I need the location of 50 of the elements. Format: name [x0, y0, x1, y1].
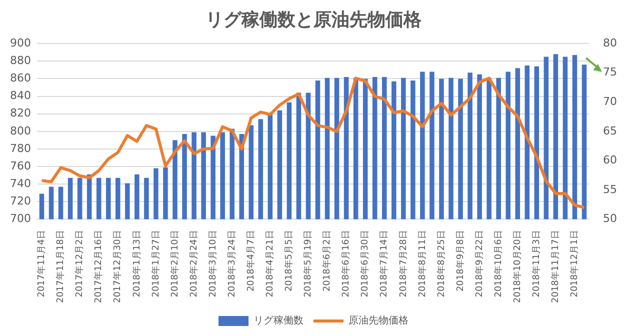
x-tick-label: 2018年1月13日 [131, 230, 142, 298]
x-tick-label: 2018年4月7日 [245, 230, 256, 292]
x-tick-label: 2018年10月20日 [512, 230, 523, 304]
y-tick-label: 840 [10, 89, 31, 102]
y-tick-label: 800 [10, 124, 31, 138]
x-tick-label: 2018年7月14日 [378, 230, 390, 298]
y-tick-label: 880 [10, 54, 31, 68]
y-tick-label: 860 [10, 72, 31, 85]
x-tick-label: 2018年7月28日 [398, 230, 409, 298]
x-tick-label: 2017年12月30日 [112, 230, 124, 304]
x-tick-label: 2017年11月4日 [36, 230, 48, 298]
y-tick-label: 820 [10, 106, 31, 120]
legend-label: リグ稼働数 [254, 314, 304, 327]
x-tick-label: 2018年8月11日 [416, 230, 428, 298]
x-tick-label: 2018年11月3日 [531, 230, 542, 298]
y2-tick-label: 70 [603, 94, 618, 108]
x-tick-label: 2018年9月8日 [454, 230, 466, 292]
x-tick-label: 2018年5月5日 [284, 230, 295, 292]
x-tick-label: 2018年8月25日 [436, 230, 447, 298]
y-tick-label: 740 [10, 176, 31, 190]
y-tick-label: 720 [10, 194, 31, 208]
y2-tick-label: 50 [603, 212, 618, 226]
y2-tick-label: 75 [603, 66, 618, 79]
y2-tick-label: 65 [603, 124, 618, 138]
x-tick-label: 2018年9月22日 [474, 230, 485, 298]
y-tick-label: 900 [10, 36, 31, 50]
y-tick-label: 760 [10, 159, 31, 172]
x-tick-label: 2017年11月18日 [55, 230, 66, 304]
chart-title: リグ稼働数と原油先物価格 [206, 9, 422, 30]
legend-label: 原油先物価格 [348, 314, 408, 327]
x-tick-label: 2018年6月16日 [340, 230, 352, 298]
y2-tick-label: 60 [603, 154, 618, 167]
y2-tick-label: 80 [603, 36, 618, 50]
x-tick-label: 2018年10月6日 [492, 230, 504, 298]
x-tick-label: 2018年11月17日 [550, 230, 562, 304]
y-tick-label: 780 [10, 142, 31, 155]
x-tick-label: 2018年6月2日 [322, 230, 333, 292]
x-tick-label: 2017年12月2日 [74, 230, 86, 298]
y2-tick-label: 55 [603, 182, 618, 196]
y-tick-label: 700 [10, 212, 31, 226]
x-tick-label: 2018年4月21日 [264, 230, 276, 298]
x-tick-label: 2018年1月27日 [150, 230, 162, 298]
x-tick-label: 2018年3月24日 [226, 230, 238, 298]
x-tick-label: 2017年12月16日 [93, 230, 104, 304]
x-tick-label: 2018年3月10日 [207, 230, 218, 298]
x-tick-label: 2018年5月19日 [302, 230, 314, 298]
x-tick-label: 2018年2月10日 [169, 230, 180, 298]
x-tick-label: 2018年12月1日 [569, 230, 580, 298]
x-tick-label: 2018年6月30日 [360, 230, 371, 298]
x-tick-label: 2018年2月24日 [188, 230, 200, 298]
